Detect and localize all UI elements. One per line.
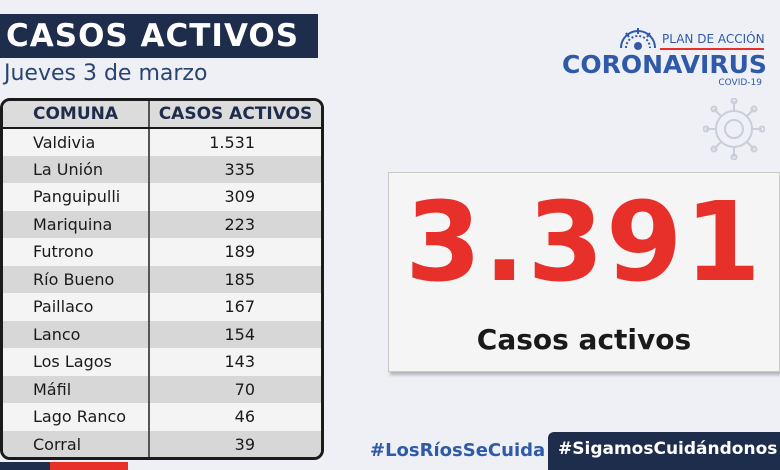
table-row: Máfil 70 [3, 375, 321, 403]
plan-underline [660, 48, 764, 50]
casos-cell: 70 [149, 375, 321, 403]
regional-hashtag: #LosRíosSeCuida [370, 440, 546, 461]
table-row: La Unión 335 [3, 155, 321, 183]
casos-cell: 39 [149, 430, 321, 457]
cases-table: COMUNA CASOS ACTIVOS Valdivia 1.531 La U… [0, 98, 324, 460]
report-date: Jueves 3 de marzo [4, 61, 208, 86]
comuna-cell: Futrono [3, 238, 150, 266]
government-emblem-icon [620, 28, 656, 50]
table-row: Lago Ranco 46 [3, 403, 321, 431]
table-row: Panguipulli 309 [3, 183, 321, 211]
table-row: Futrono 189 [3, 238, 321, 266]
comuna-cell: Máfil [3, 375, 150, 403]
comuna-cell: Lago Ranco [3, 403, 150, 431]
column-header-casos: CASOS ACTIVOS [149, 101, 321, 129]
comuna-cell: Paillaco [3, 293, 150, 321]
casos-cell: 309 [149, 183, 321, 211]
casos-cell: 167 [149, 293, 321, 321]
casos-cell: 185 [149, 265, 321, 293]
covid-label: COVID-19 [718, 78, 762, 88]
comuna-cell: Lanco [3, 320, 150, 348]
table-header-row: COMUNA CASOS ACTIVOS [3, 101, 321, 129]
casos-cell: 143 [149, 348, 321, 376]
casos-cell: 335 [149, 155, 321, 183]
coronavirus-wordmark: CORONAVIRUS [562, 50, 767, 79]
total-active-cases-caption: Casos activos [476, 323, 692, 356]
coronavirus-plan-logo: PLAN DE ACCIÓN CORONAVIRUS COVID-19 [560, 22, 770, 92]
virus-icon [703, 98, 765, 160]
comuna-cell: La Unión [3, 155, 150, 183]
national-hashtag: #SigamosCuidándonos [548, 432, 780, 470]
page-title: CASOS ACTIVOS [0, 14, 318, 58]
footer-red-strip [50, 462, 128, 470]
column-header-comuna: COMUNA [3, 101, 150, 129]
comuna-cell: Corral [3, 430, 150, 457]
casos-cell: 46 [149, 403, 321, 431]
casos-cell: 189 [149, 238, 321, 266]
total-active-cases-value: 3.391 [405, 178, 763, 306]
casos-cell: 223 [149, 210, 321, 238]
comuna-cell: Panguipulli [3, 183, 150, 211]
total-active-cases-card: 3.391 Casos activos [388, 172, 780, 372]
casos-cell: 1.531 [149, 128, 321, 156]
table-row: Valdivia 1.531 [3, 128, 321, 156]
footer-navy-strip [0, 462, 50, 470]
casos-cell: 154 [149, 320, 321, 348]
table-row: Paillaco 167 [3, 293, 321, 321]
comuna-cell: Río Bueno [3, 265, 150, 293]
table-row: Mariquina 223 [3, 210, 321, 238]
table-row: Río Bueno 185 [3, 265, 321, 293]
comuna-cell: Los Lagos [3, 348, 150, 376]
table-row: Lanco 154 [3, 320, 321, 348]
comuna-cell: Mariquina [3, 210, 150, 238]
comuna-cell: Valdivia [3, 128, 150, 156]
plan-label: PLAN DE ACCIÓN [662, 32, 765, 46]
table-row: Los Lagos 143 [3, 348, 321, 376]
table-row: Corral 39 [3, 430, 321, 457]
